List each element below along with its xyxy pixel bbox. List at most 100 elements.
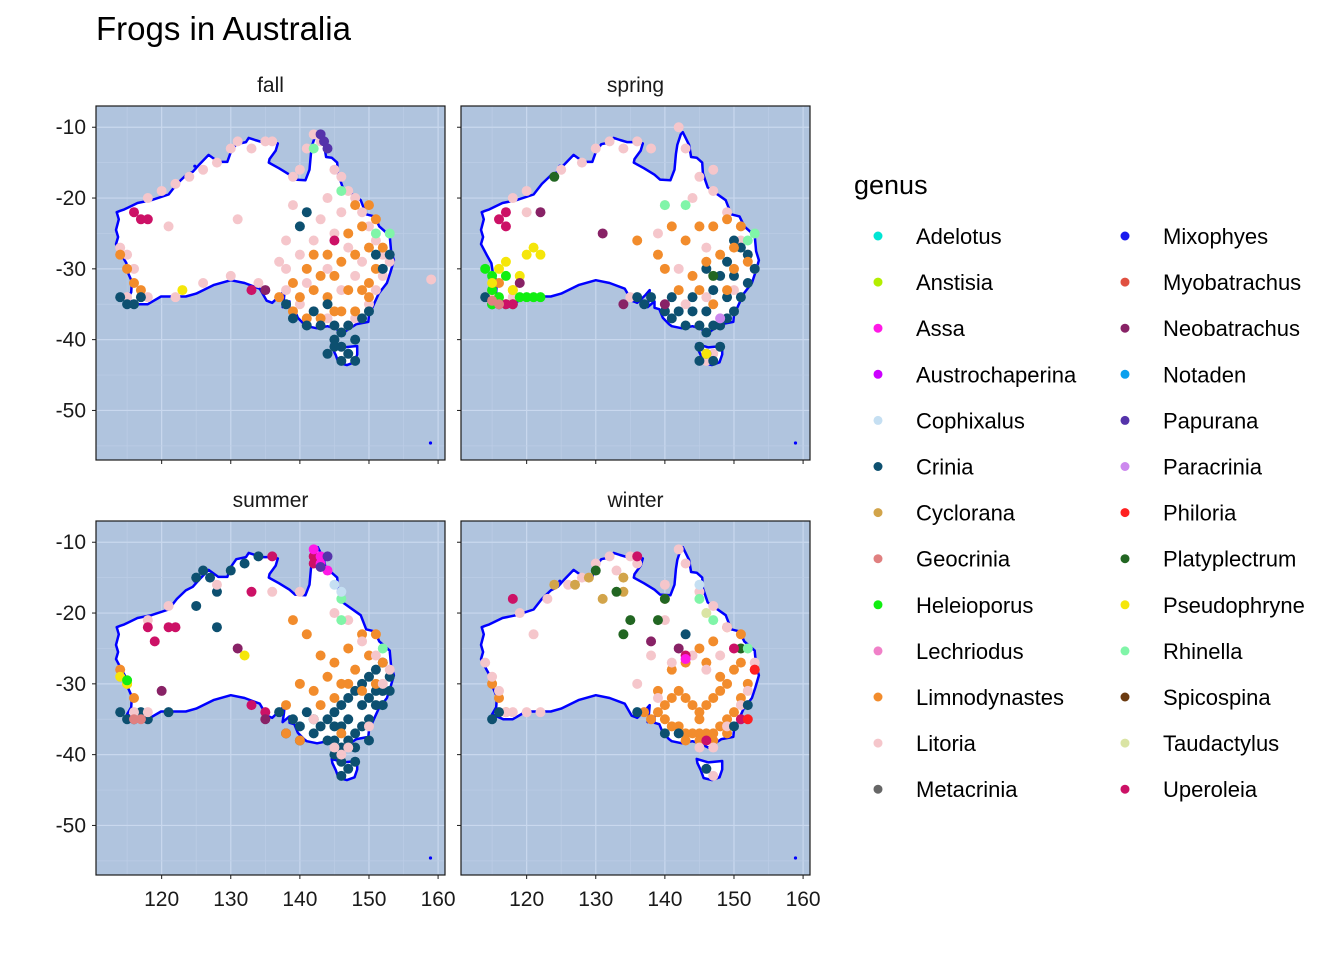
point-limnodynastes (308, 285, 319, 296)
point-litoria (122, 292, 133, 303)
point-litoria (184, 171, 195, 182)
point-limnodynastes (350, 249, 361, 260)
point-limnodynastes (135, 285, 146, 296)
point-paracrinia (715, 313, 726, 324)
point-limnodynastes (735, 657, 746, 668)
point-neobatrachus (535, 207, 546, 218)
legend-label: Geocrinia (916, 547, 1011, 572)
point-platyplectrum (735, 643, 746, 654)
point-litoria (384, 256, 395, 267)
legend-key (1120, 369, 1130, 379)
point-litoria (694, 586, 705, 597)
legend-entry-cyclorana: Cyclorana (873, 501, 1016, 526)
point-crinia (701, 763, 712, 774)
point-litoria (708, 600, 719, 611)
point-limnodynastes (735, 629, 746, 640)
point-neobatrachus (597, 228, 608, 239)
point-crinia (122, 299, 133, 310)
point-crinia (377, 263, 388, 274)
legend-entry-litoria: Litoria (873, 731, 977, 756)
point-limnodynastes (728, 707, 739, 718)
point-litoria (350, 270, 361, 281)
point-crinia (370, 685, 381, 696)
point-litoria (370, 235, 381, 246)
y-tick-label: -30 (56, 673, 86, 696)
point-litoria (129, 707, 140, 718)
point-limnodynastes (315, 313, 326, 324)
point-litoria (494, 685, 505, 696)
point-crinia (343, 763, 354, 774)
point-litoria (294, 299, 305, 310)
legend-label: Metacrinia (916, 777, 1018, 802)
point-limnodynastes (129, 693, 140, 703)
legend-label: Platyplectrum (1163, 547, 1296, 572)
facet-strip-label: spring (607, 74, 664, 97)
point-limnodynastes (715, 249, 726, 260)
point-limnodynastes (666, 664, 677, 675)
point-uperoleia (170, 622, 181, 633)
point-crinia (336, 327, 347, 338)
legend-key (873, 554, 883, 564)
point-litoria (336, 285, 347, 296)
legend-key (1120, 554, 1130, 564)
point-neobatrachus (260, 285, 271, 296)
point-crinia (646, 292, 657, 303)
point-litoria (343, 242, 354, 253)
point-cyclorana (549, 579, 560, 590)
legend-entry-platyplectrum: Platyplectrum (1120, 547, 1296, 572)
point-crinia (336, 742, 347, 753)
point-limnodynastes (728, 242, 739, 253)
point-rhinella (694, 593, 705, 604)
data-points (480, 122, 760, 366)
facet-panels: fall spring summer winter (92, 74, 811, 879)
point-limnodynastes (742, 678, 753, 689)
point-litoria (590, 558, 601, 569)
point-litoria (749, 657, 760, 668)
point-litoria (708, 742, 719, 753)
legend-key (873, 646, 883, 656)
macquarie-island (428, 856, 433, 860)
point-rhinella (749, 228, 760, 239)
point-litoria (666, 657, 677, 668)
point-crinia (350, 685, 361, 696)
point-crinia (494, 707, 505, 718)
point-litoria (708, 164, 719, 175)
point-crinia (363, 735, 374, 746)
point-litoria (350, 313, 361, 324)
y-tick-label: -20 (56, 602, 86, 625)
point-litoria (370, 285, 381, 296)
point-litoria (211, 579, 222, 590)
point-crinia (205, 572, 216, 583)
point-uperoleia (728, 643, 739, 654)
point-litoria (535, 707, 546, 718)
point-crinia (350, 728, 361, 739)
point-crinia (308, 728, 319, 739)
facet-strip-label: winter (606, 489, 663, 512)
point-litoria (701, 664, 712, 675)
point-litoria (115, 242, 126, 253)
legend-entry-anstisia: Anstisia (873, 270, 994, 295)
legend-entry-rhinella: Rhinella (1120, 639, 1243, 664)
point-crinia (322, 299, 333, 310)
point-litoria (735, 235, 746, 246)
point-uperoleia (308, 551, 319, 562)
point-crinia (122, 714, 133, 725)
point-limnodynastes (336, 728, 347, 739)
point-litoria (590, 143, 601, 154)
point-litoria (170, 292, 181, 303)
point-crinia (329, 341, 340, 352)
point-litoria (384, 664, 395, 675)
point-crinia (336, 341, 347, 352)
x-tick-label: 150 (351, 888, 386, 911)
point-limnodynastes (350, 664, 361, 675)
y-tick-label: -50 (56, 814, 86, 837)
point-uperoleia (142, 622, 153, 633)
point-crinia (343, 348, 354, 359)
point-limnodynastes (308, 685, 319, 696)
point-limnodynastes (294, 678, 305, 689)
y-tick-label: -40 (56, 744, 86, 767)
legend-label: Cyclorana (916, 501, 1016, 526)
point-crinia (701, 263, 712, 274)
point-limnodynastes (701, 256, 712, 267)
point-platyplectrum (659, 593, 670, 604)
